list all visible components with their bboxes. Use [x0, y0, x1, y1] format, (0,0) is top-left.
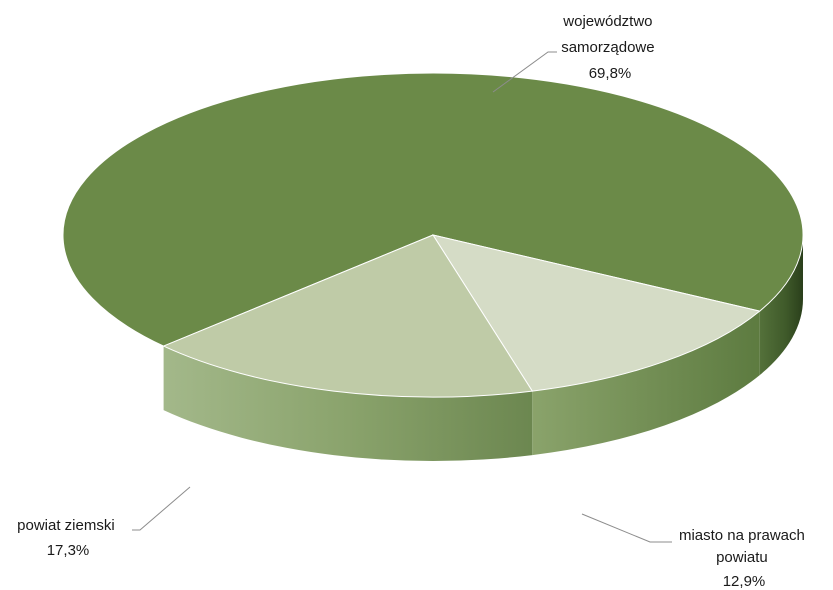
- pie-slices: [62, 72, 804, 462]
- label-miasto-value: 12,9%: [723, 573, 766, 590]
- label-miasto-line-1: miasto na prawach: [679, 527, 805, 544]
- slice-miasto-na-prawach-powiatu: [431, 234, 761, 392]
- leader-line-powiat-ziemski: [132, 486, 191, 531]
- slice-powiat-ziemski: [162, 234, 534, 398]
- leader-line-wojewodztwo: [492, 51, 557, 93]
- slice-side-miasto-na-prawach-powiatu: [532, 311, 760, 456]
- label-wojewodztwo-value: 69,8%: [589, 65, 632, 82]
- slice-side-wojewodztwo: [759, 235, 803, 376]
- slice-side-powiat-ziemski: [163, 346, 533, 462]
- leader-line-miasto: [581, 513, 672, 543]
- label-wojewodztwo-line-2: samorządowe: [561, 39, 654, 56]
- label-powiat-ziemski-line-1: powiat ziemski: [17, 517, 115, 534]
- label-miasto: miasto na prawach powiatu 12,9%: [679, 527, 809, 590]
- label-powiat-ziemski-value: 17,3%: [47, 542, 90, 559]
- label-powiat-ziemski: powiat ziemski 17,3%: [17, 517, 119, 559]
- label-miasto-line-2: powiatu: [716, 549, 768, 566]
- label-wojewodztwo: województwo samorządowe 69,8%: [561, 13, 659, 82]
- label-wojewodztwo-line-1: województwo: [562, 13, 652, 30]
